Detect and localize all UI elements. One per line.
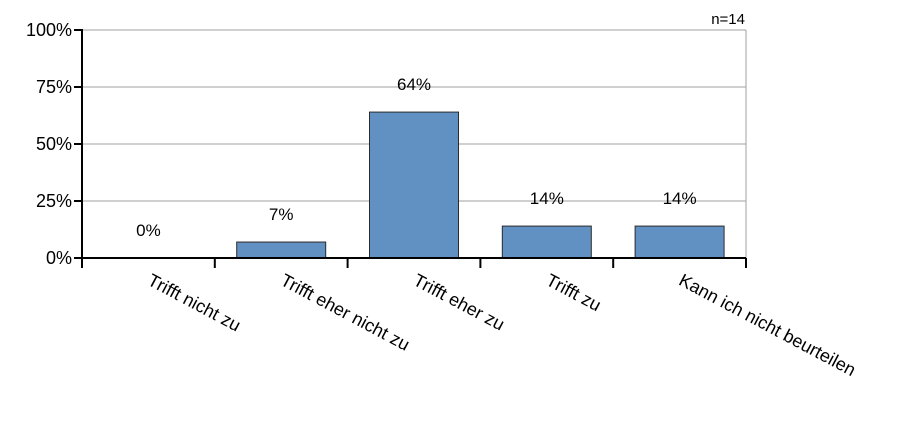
category-label-4: Kann ich nicht beurteilen <box>676 270 859 380</box>
y-tick-label-25: 25% <box>36 191 72 211</box>
bar-1 <box>236 241 327 259</box>
data-label-1: 7% <box>269 205 294 224</box>
bar-3 <box>501 225 592 259</box>
y-tick-label-75: 75% <box>36 77 72 97</box>
bar-2 <box>369 111 459 259</box>
y-tick-label-50: 50% <box>36 134 72 154</box>
sample-size-annotation: n=14 <box>711 11 745 28</box>
y-tick-label-0: 0% <box>46 248 72 268</box>
category-label-3: Trifft zu <box>543 270 604 315</box>
bars <box>236 111 725 259</box>
category-label-0: Trifft nicht zu <box>145 270 244 336</box>
data-label-0: 0% <box>136 221 161 240</box>
category-label-2: Trifft eher zu <box>410 270 508 335</box>
bar-4 <box>634 225 725 259</box>
axes <box>74 29 747 268</box>
y-tick-label-100: 100% <box>26 20 72 40</box>
data-label-3: 14% <box>530 189 564 208</box>
category-label-1: Trifft eher nicht zu <box>277 270 413 355</box>
data-label-4: 14% <box>663 189 697 208</box>
data-label-2: 64% <box>397 75 431 94</box>
